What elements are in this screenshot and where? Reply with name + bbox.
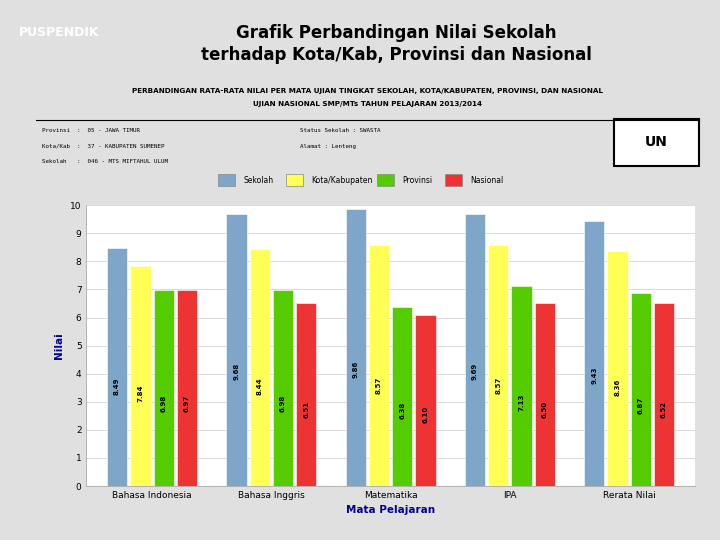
Text: 6.51: 6.51: [303, 401, 309, 418]
Y-axis label: Nilai: Nilai: [55, 332, 65, 359]
Bar: [488, 245, 508, 486]
Text: 6.50: 6.50: [541, 401, 548, 418]
Bar: [177, 291, 197, 486]
Bar: [346, 209, 366, 486]
Bar: [608, 251, 628, 486]
Text: terhadap Kota/Kab, Provinsi dan Nasional: terhadap Kota/Kab, Provinsi dan Nasional: [201, 46, 591, 64]
FancyBboxPatch shape: [218, 174, 235, 186]
Text: 9.69: 9.69: [472, 363, 478, 380]
Bar: [654, 303, 674, 486]
Text: 7.84: 7.84: [138, 385, 143, 402]
Bar: [631, 293, 651, 486]
Bar: [107, 248, 127, 486]
Text: Status Sekolah : SWASTA: Status Sekolah : SWASTA: [300, 128, 380, 133]
FancyBboxPatch shape: [286, 174, 303, 186]
Text: 8.36: 8.36: [615, 379, 621, 396]
Text: Kota/Kabupaten: Kota/Kabupaten: [311, 176, 372, 185]
Text: Kota/Kab  :  37 - KABUPATEN SUMENEP: Kota/Kab : 37 - KABUPATEN SUMENEP: [42, 144, 165, 149]
Text: 8.49: 8.49: [114, 377, 120, 395]
Text: 7.13: 7.13: [518, 393, 525, 410]
Bar: [369, 245, 389, 486]
Bar: [415, 315, 436, 486]
Text: 8.57: 8.57: [495, 376, 501, 394]
Text: 6.98: 6.98: [161, 395, 166, 413]
Text: 9.68: 9.68: [233, 363, 240, 381]
Bar: [273, 290, 293, 486]
Text: Sekolah: Sekolah: [243, 176, 274, 185]
Bar: [535, 303, 555, 486]
Text: 6.97: 6.97: [184, 395, 190, 413]
Text: 8.44: 8.44: [256, 377, 263, 395]
Text: UN: UN: [645, 136, 668, 150]
Text: 6.98: 6.98: [280, 395, 286, 413]
Bar: [392, 307, 413, 486]
X-axis label: Mata Pelajaran: Mata Pelajaran: [346, 505, 435, 515]
Text: 8.57: 8.57: [376, 376, 382, 394]
Text: Provinsi: Provinsi: [402, 176, 433, 185]
Bar: [465, 214, 485, 486]
Text: PUSPENDIK: PUSPENDIK: [19, 26, 99, 39]
Bar: [130, 266, 150, 486]
FancyBboxPatch shape: [445, 174, 462, 186]
Bar: [250, 249, 270, 486]
Text: 9.86: 9.86: [353, 361, 359, 379]
Bar: [296, 303, 316, 486]
Text: 6.38: 6.38: [399, 402, 405, 420]
Text: Sekolah   :  046 - MTS MIFTAHUL ULUM: Sekolah : 046 - MTS MIFTAHUL ULUM: [42, 159, 168, 165]
Text: Alamat : Lenteng: Alamat : Lenteng: [300, 144, 356, 149]
Text: 9.43: 9.43: [591, 366, 598, 383]
Text: Nasional: Nasional: [470, 176, 503, 185]
Text: 6.10: 6.10: [423, 406, 428, 423]
FancyBboxPatch shape: [377, 174, 395, 186]
Bar: [153, 290, 174, 486]
Text: PERBANDINGAN RATA-RATA NILAI PER MATA UJIAN TINGKAT SEKOLAH, KOTA/KABUPATEN, PRO: PERBANDINGAN RATA-RATA NILAI PER MATA UJ…: [132, 87, 603, 94]
Text: 6.52: 6.52: [661, 401, 667, 417]
Text: UJIAN NASIONAL SMP/MTs TAHUN PELAJARAN 2013/2014: UJIAN NASIONAL SMP/MTs TAHUN PELAJARAN 2…: [253, 101, 482, 107]
Bar: [584, 221, 604, 486]
Text: Provinsi  :  05 - JAWA TIMUR: Provinsi : 05 - JAWA TIMUR: [42, 128, 140, 133]
Text: 6.87: 6.87: [638, 396, 644, 414]
Bar: [226, 214, 246, 486]
FancyBboxPatch shape: [614, 119, 699, 166]
Bar: [511, 286, 531, 486]
Text: Grafik Perbandingan Nilai Sekolah: Grafik Perbandingan Nilai Sekolah: [235, 24, 557, 42]
